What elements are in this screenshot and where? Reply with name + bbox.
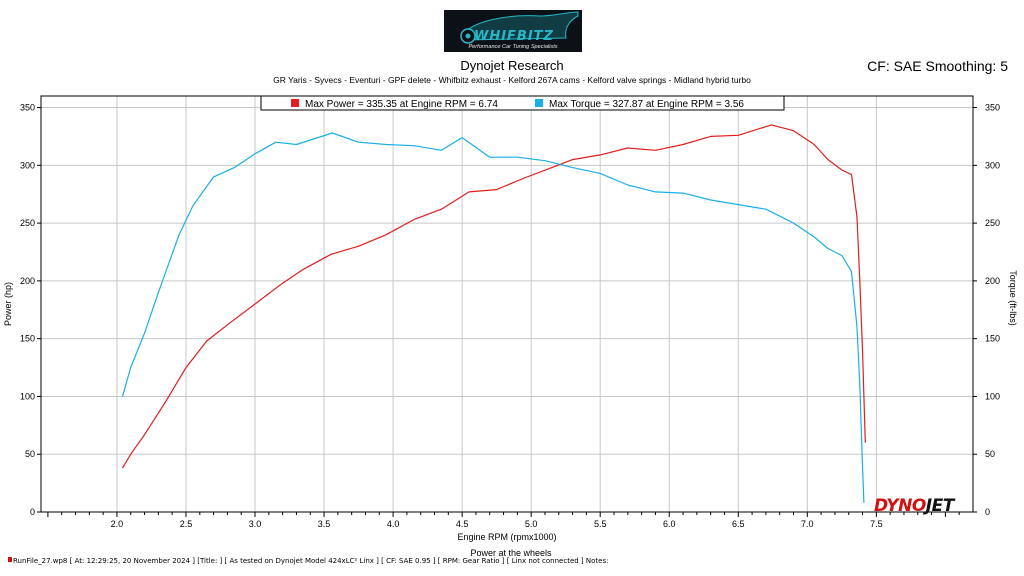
x-tick-label: 7.5 (870, 519, 883, 529)
legend-label-power: Max Power = 335.35 at Engine RPM = 6.74 (305, 99, 498, 110)
y-tick-label-left: 100 (20, 391, 35, 401)
legend-label-torque: Max Torque = 327.87 at Engine RPM = 3.56 (549, 99, 744, 110)
y-tick-labels-left: 0 50 100 150 200 250 300 350 (20, 103, 41, 517)
logo-tagline: Performance Car Tuning Specialists (468, 44, 558, 50)
y-tick-label-left: 200 (20, 276, 35, 286)
y-tick-label-right: 0 (985, 507, 990, 517)
legend-box (260, 95, 785, 111)
series-line-torque (121, 132, 865, 503)
logo-wordmark: WHIFBITZ (474, 29, 554, 44)
y-tick-label-right: 200 (985, 276, 1000, 286)
correction-factor-label: CF: SAE Smoothing: 5 (867, 58, 1008, 74)
series-line-power (121, 124, 866, 469)
y-tick-label-left: 300 (20, 160, 35, 170)
grid (41, 96, 973, 512)
x-tick-label: 3.0 (249, 519, 262, 529)
car-silhouette-icon (460, 11, 579, 44)
plot-frame (40, 95, 974, 513)
whifbitz-logo: WHIFBITZ Performance Car Tuning Speciali… (444, 10, 582, 52)
x-tick-label: 4.0 (387, 519, 400, 529)
y-tick-label-left: 350 (20, 103, 35, 113)
x-tick-label: 2.0 (111, 519, 124, 529)
x-tick-label: 2.5 (180, 519, 193, 529)
runfile-marker-icon (8, 557, 12, 562)
x-tick-label: 6.5 (732, 519, 745, 529)
legend[interactable]: Max Power = 335.35 at Engine RPM = 6.74 … (260, 95, 785, 111)
x-tick-label: 6.0 (663, 519, 676, 529)
y-axis-label-right: Torque (ft-lbs) (1008, 270, 1018, 326)
y-tick-labels-right: 0 50 100 150 200 250 300 350 (973, 103, 1000, 517)
y-tick-label-left: 250 (20, 218, 35, 228)
y-tick-label-right: 250 (985, 218, 1000, 228)
chart-title: Dynojet Research (460, 58, 564, 73)
chart-caption: Power at the wheels (470, 548, 552, 558)
y-tick-label-left: 50 (25, 449, 35, 459)
y-tick-label-right: 350 (985, 103, 1000, 113)
dynojet-brand-logo: DYNOJET (874, 496, 954, 516)
x-minor-ticks (47, 512, 960, 517)
x-tick-label: 4.5 (456, 519, 469, 529)
y-tick-label-left: 150 (20, 334, 35, 344)
y-axis-label-left: Power (hp) (3, 282, 13, 326)
x-tick-labels: 2.0 2.5 3.0 3.5 4.0 4.5 5.0 5.5 6.0 6.5 7.0 7.5 (111, 519, 883, 529)
x-tick-label: 3.5 (318, 519, 331, 529)
y-tick-label-right: 50 (985, 449, 995, 459)
y-tick-label-right: 300 (985, 160, 1000, 170)
run-info-footer: RunFile_27.wp8 [ At: 12:29:25, 20 Novemb… (13, 557, 609, 565)
x-tick-label: 7.0 (801, 519, 814, 529)
x-axis-label: Engine RPM (rpmx1000) (457, 532, 556, 542)
x-tick-label: 5.5 (594, 519, 607, 529)
chart-subtitle: GR Yaris - Syvecs - Eventuri - GPF delet… (273, 75, 751, 85)
legend-swatch-torque (535, 99, 543, 107)
legend-swatch-power (291, 99, 299, 107)
y-tick-label-right: 100 (985, 391, 1000, 401)
y-tick-label-right: 150 (985, 334, 1000, 344)
y-tick-label-left: 0 (30, 507, 35, 517)
x-tick-label: 5.0 (525, 519, 538, 529)
series-lines (121, 124, 866, 503)
